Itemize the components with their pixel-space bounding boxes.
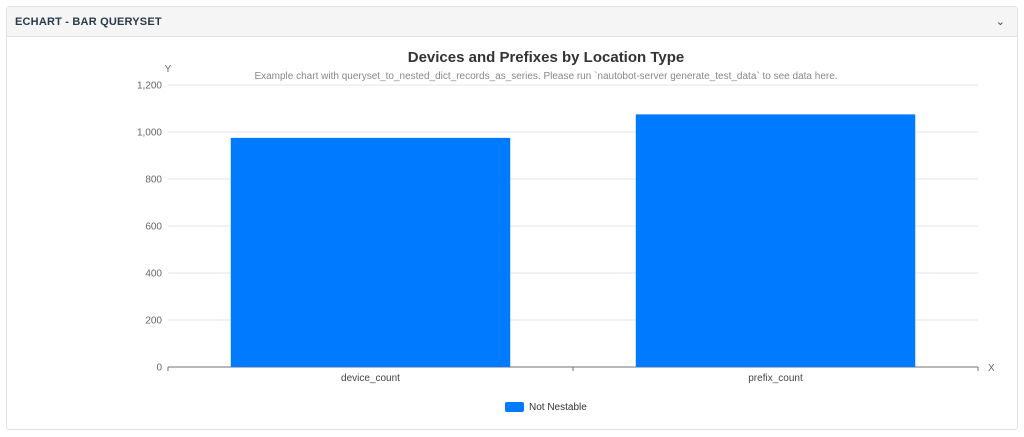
y-axis-label: Y [165, 64, 172, 75]
chart-subtitle: Example chart with queryset_to_nested_di… [254, 70, 837, 82]
legend-swatch [505, 402, 524, 412]
legend[interactable]: Not Nestable [505, 402, 587, 413]
bar-prefix_count[interactable] [635, 114, 916, 367]
x-tick-label: prefix_count [748, 373, 803, 384]
y-tick-label: 600 [145, 222, 162, 233]
y-tick-label: 1,000 [137, 128, 162, 139]
y-tick-label: 800 [145, 175, 162, 186]
panel-title: ECHART - BAR QUERYSET [15, 15, 162, 28]
y-tick-label: 400 [145, 269, 162, 280]
x-tick-label: device_count [341, 373, 400, 384]
y-tick-label: 0 [156, 363, 162, 374]
chevron-down-icon[interactable]: ⌄ [995, 16, 1005, 28]
panel-header[interactable]: ECHART - BAR QUERYSET ⌄ [7, 7, 1017, 37]
x-axis-label: X [988, 363, 995, 374]
y-tick-label: 1,200 [137, 81, 162, 92]
bar-device_count[interactable] [230, 137, 511, 367]
legend-label: Not Nestable [529, 402, 587, 413]
y-tick-label: 200 [145, 316, 162, 327]
chart-title: Devices and Prefixes by Location Type [408, 49, 685, 66]
